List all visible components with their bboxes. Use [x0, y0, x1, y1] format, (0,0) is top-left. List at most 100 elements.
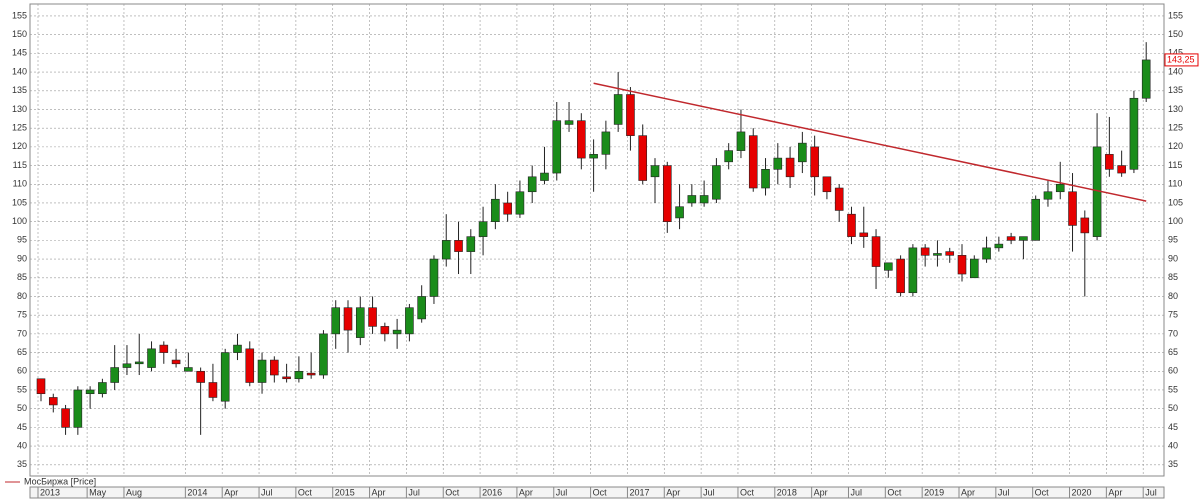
- candle-body: [85, 389, 95, 395]
- candle-body: [969, 258, 979, 279]
- y-tick-label-right: 40: [1168, 440, 1178, 450]
- candle-body: [184, 367, 193, 372]
- candle-body: [294, 370, 304, 380]
- candle-body: [36, 378, 46, 395]
- candle-body: [1055, 183, 1065, 193]
- candle-body: [417, 296, 426, 320]
- y-tick-label: 110: [13, 179, 27, 189]
- y-tick-label-right: 125: [1168, 123, 1183, 133]
- x-tick-label: Jul: [850, 487, 862, 497]
- candle-body: [134, 361, 144, 365]
- x-tick-label: Apr: [961, 487, 975, 497]
- candle-body: [1129, 97, 1139, 170]
- candle-body: [233, 344, 242, 353]
- candle-body: [73, 389, 83, 428]
- y-tick-label-right: 95: [1168, 235, 1178, 245]
- y-tick-label-right: 60: [1168, 366, 1178, 376]
- y-tick-label: 145: [12, 48, 27, 58]
- x-tick-label: Apr: [666, 487, 680, 497]
- y-tick-label-right: 155: [1168, 10, 1183, 20]
- y-tick-label: 115: [13, 160, 27, 170]
- candle-body: [208, 382, 218, 398]
- y-tick-label-right: 130: [1168, 104, 1183, 114]
- candle-body: [662, 165, 672, 222]
- candle-body: [540, 172, 549, 181]
- x-tick-label: Jul: [703, 487, 715, 497]
- y-tick-label: 70: [17, 328, 27, 338]
- candle-body: [994, 243, 1004, 249]
- candle-body: [736, 131, 746, 151]
- x-tick-label: Aug: [126, 487, 142, 497]
- candle-body: [245, 348, 255, 383]
- y-tick-label: 65: [17, 347, 27, 357]
- x-tick-label: Apr: [372, 487, 386, 497]
- candle-body: [601, 131, 611, 155]
- y-tick-label: 150: [12, 29, 27, 39]
- candle-body: [306, 372, 316, 376]
- candle-body: [110, 367, 119, 383]
- y-tick-label-right: 75: [1168, 310, 1178, 320]
- candle-body: [1043, 191, 1053, 200]
- y-tick-label: 135: [12, 85, 27, 95]
- candle-body: [392, 329, 402, 335]
- candle-body: [147, 348, 156, 368]
- candle-body: [220, 352, 230, 402]
- candle-body: [552, 120, 562, 174]
- x-tick-label: Jul: [1145, 487, 1157, 497]
- y-tick-label-right: 55: [1168, 384, 1178, 394]
- candle-body: [650, 165, 660, 178]
- candle-body: [98, 382, 107, 395]
- y-tick-label: 60: [17, 366, 27, 376]
- candle-body: [257, 359, 267, 383]
- x-tick-label: 2014: [187, 487, 207, 497]
- candle-body: [1080, 217, 1090, 234]
- y-tick-label: 90: [17, 253, 27, 263]
- x-tick-label: Oct: [298, 487, 313, 497]
- y-tick-label-right: 70: [1168, 328, 1178, 338]
- y-tick-label-right: 85: [1168, 272, 1178, 282]
- y-tick-label-right: 150: [1168, 29, 1183, 39]
- candle-body: [441, 240, 451, 260]
- x-tick-label: Jul: [998, 487, 1010, 497]
- candle-body: [1006, 236, 1016, 241]
- candle-body: [687, 195, 697, 204]
- x-tick-label: 2020: [1072, 487, 1092, 497]
- candle-body: [319, 333, 328, 376]
- y-tick-label: 105: [12, 197, 27, 207]
- candle-body: [896, 258, 905, 294]
- candle-body: [810, 146, 819, 178]
- candle-body: [1019, 236, 1028, 241]
- y-tick-label: 120: [12, 141, 27, 151]
- x-tick-label: May: [89, 487, 107, 497]
- trendline: [593, 82, 1147, 202]
- y-tick-label: 130: [12, 104, 27, 114]
- y-tick-label: 35: [17, 459, 27, 469]
- y-tick-label: 85: [17, 272, 27, 282]
- y-tick-label-right: 50: [1168, 403, 1178, 413]
- candle-body: [1141, 59, 1151, 99]
- candle-body: [491, 198, 500, 222]
- y-tick-label-right: 120: [1168, 141, 1183, 151]
- y-tick-label: 155: [12, 10, 27, 20]
- candle-body: [196, 370, 205, 383]
- candle-body: [454, 240, 463, 252]
- candle-body: [171, 359, 181, 365]
- y-tick-label: 75: [17, 310, 27, 320]
- x-tick-label: 2015: [335, 487, 355, 497]
- candle-body: [1031, 198, 1040, 241]
- candle-body: [933, 253, 942, 256]
- y-tick-label: 55: [17, 384, 27, 394]
- candle-body: [957, 255, 967, 275]
- candle-body: [761, 169, 770, 189]
- candle-body: [355, 307, 365, 338]
- candle-body: [712, 165, 721, 200]
- candle-body: [773, 157, 783, 170]
- x-tick-label: Oct: [445, 487, 460, 497]
- candle-body: [282, 376, 291, 380]
- x-tick-label: Jul: [556, 487, 568, 497]
- y-tick-label-right: 80: [1168, 291, 1178, 301]
- candle-body: [798, 142, 807, 163]
- candle-body: [503, 202, 512, 215]
- x-tick-label: Apr: [1108, 487, 1122, 497]
